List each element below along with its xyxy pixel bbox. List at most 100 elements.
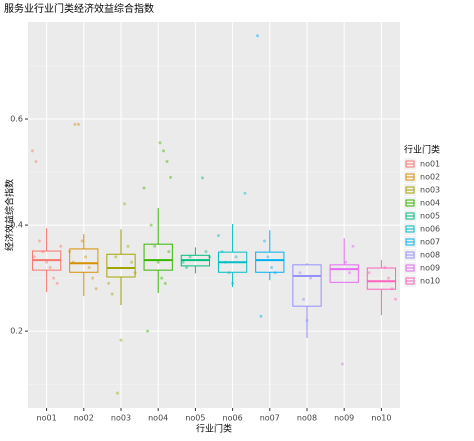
jitter-point: [185, 265, 189, 269]
jitter-point: [146, 329, 150, 333]
x-tick-label: no03: [111, 414, 131, 423]
panel: [28, 22, 400, 408]
jitter-point: [91, 276, 95, 280]
jitter-point: [270, 265, 274, 269]
jitter-point: [259, 314, 263, 318]
jitter-point: [390, 287, 394, 291]
jitter-point: [115, 391, 119, 395]
jitter-point: [367, 271, 371, 275]
jitter-point: [262, 239, 266, 243]
legend-label: no07: [420, 238, 440, 247]
jitter-point: [200, 176, 204, 180]
box: [69, 248, 99, 273]
y-tick-label: 0.6: [10, 115, 23, 124]
jitter-point: [114, 255, 118, 259]
jitter-point: [130, 260, 134, 264]
jitter-point: [45, 260, 49, 264]
jitter-point: [255, 34, 259, 38]
jitter-point: [301, 297, 305, 301]
jitter-point: [163, 281, 167, 285]
jitter-point: [386, 276, 390, 280]
jitter-point: [59, 244, 63, 248]
jitter-point: [119, 338, 123, 342]
jitter-point: [84, 255, 88, 259]
box: [329, 264, 359, 283]
jitter-point: [169, 175, 173, 179]
legend-label: no06: [420, 225, 440, 234]
jitter-point: [227, 271, 231, 275]
legend-label: no02: [420, 173, 440, 182]
jitter-point: [55, 281, 59, 285]
jitter-point: [309, 276, 313, 280]
jitter-point: [94, 287, 98, 291]
x-tick-label: no08: [297, 414, 317, 423]
jitter-point: [32, 255, 36, 259]
jitter-point: [126, 244, 130, 248]
legend-label: no01: [420, 160, 440, 169]
legend-label: no08: [420, 251, 440, 260]
jitter-point: [156, 260, 160, 264]
jitter-point: [48, 265, 52, 269]
jitter-point: [181, 260, 185, 264]
jitter-point: [87, 265, 91, 269]
jitter-point: [383, 265, 387, 269]
box: [366, 267, 397, 290]
jitter-point: [188, 255, 192, 259]
jitter-point: [41, 250, 45, 254]
jitter-point: [243, 191, 247, 195]
legend-label: no04: [420, 199, 440, 208]
jitter-point: [52, 276, 56, 280]
jitter-point: [204, 250, 208, 254]
jitter-point: [273, 271, 277, 275]
jitter-point: [234, 255, 238, 259]
x-tick-label: no10: [371, 414, 391, 423]
x-tick-label: no07: [260, 414, 280, 423]
box: [255, 251, 285, 273]
jitter-point: [76, 122, 80, 126]
jitter-point: [220, 250, 224, 254]
x-tick-label: no06: [223, 414, 243, 423]
jitter-point: [167, 250, 171, 254]
jitter-point: [394, 297, 398, 301]
jitter-point: [348, 271, 352, 275]
jitter-point: [34, 159, 38, 163]
jitter-point: [149, 223, 153, 227]
jitter-point: [340, 362, 344, 366]
x-tick-label: no02: [74, 414, 94, 423]
jitter-point: [216, 234, 220, 238]
jitter-point: [80, 239, 84, 243]
box: [106, 253, 136, 278]
x-tick-label: no01: [37, 414, 57, 423]
x-tick-label: no05: [185, 414, 205, 423]
jitter-point: [165, 159, 169, 163]
x-tick-label: no04: [148, 414, 168, 423]
legend-label: no09: [420, 264, 440, 273]
jitter-point: [30, 149, 34, 153]
chart-title: 服务业行业门类经济效益综合指数: [4, 2, 154, 15]
jitter-point: [351, 244, 355, 248]
jitter-point: [162, 149, 166, 153]
jitter-point: [344, 260, 348, 264]
legend-label: no03: [420, 186, 440, 195]
jitter-point: [298, 271, 302, 275]
box: [292, 264, 322, 307]
jitter-point: [123, 202, 127, 206]
jitter-point: [110, 292, 114, 296]
x-tick-label: no09: [334, 414, 354, 423]
legend-title: 行业门类: [404, 144, 440, 156]
jitter-point: [142, 186, 146, 190]
jitter-point: [107, 281, 111, 285]
y-tick-label: 0.4: [10, 221, 23, 230]
x-axis-title: 行业门类: [196, 423, 232, 435]
y-tick-label: 0.2: [10, 327, 23, 336]
jitter-point: [73, 122, 77, 126]
jitter-point: [153, 244, 157, 248]
jitter-point: [158, 141, 162, 145]
jitter-point: [266, 255, 270, 259]
jitter-point: [160, 276, 164, 280]
legend-label: no10: [420, 277, 440, 286]
jitter-point: [38, 239, 42, 243]
box: [143, 243, 173, 271]
legend-label: no05: [420, 212, 440, 221]
